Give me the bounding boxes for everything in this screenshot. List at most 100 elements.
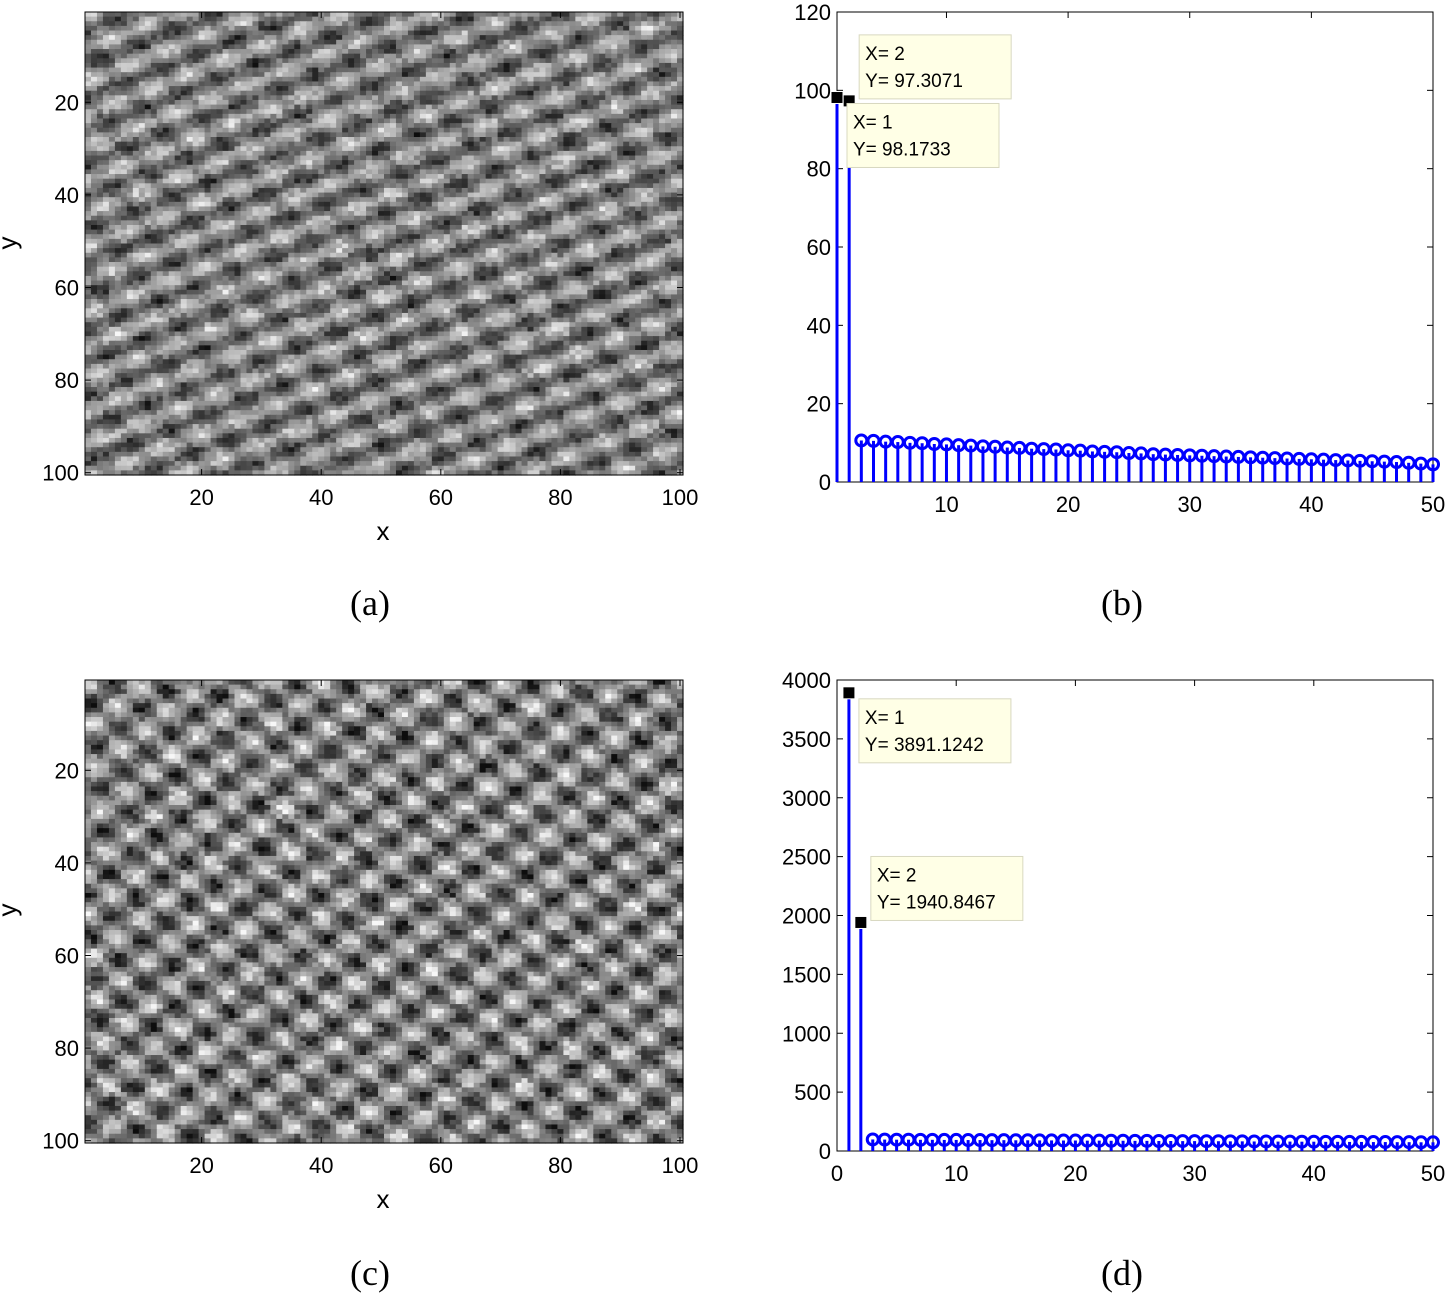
heatmap-cell: [629, 16, 636, 22]
heatmap-cell: [419, 211, 427, 217]
heatmap-cell: [138, 62, 146, 69]
heatmap-cell: [635, 72, 642, 78]
heatmap-cell: [90, 127, 98, 133]
heatmap-cell: [288, 67, 295, 73]
heatmap-cell: [557, 72, 564, 78]
heatmap-cell: [318, 62, 325, 69]
heatmap-cell: [641, 76, 648, 83]
heatmap-cell: [288, 58, 295, 64]
heatmap-cell: [557, 118, 564, 124]
heatmap-cell: [372, 238, 379, 245]
heatmap-cell: [270, 35, 277, 41]
heatmap-cell: [581, 49, 588, 55]
heatmap-cell: [96, 234, 104, 240]
heatmap-cell: [473, 90, 481, 96]
heatmap-cell: [437, 229, 445, 235]
heatmap-cell: [665, 35, 672, 41]
heatmap-cell: [186, 12, 194, 18]
heatmap-cell: [467, 39, 475, 46]
heatmap-cell: [204, 137, 212, 143]
heatmap-cell: [419, 53, 427, 59]
heatmap-cell: [497, 113, 505, 120]
heatmap-cell: [270, 76, 277, 83]
heatmap-cell: [210, 224, 218, 231]
heatmap-cell: [186, 201, 194, 208]
heatmap-cell: [270, 25, 277, 32]
heatmap-cell: [653, 234, 660, 240]
heatmap-cell: [204, 155, 212, 161]
heatmap-cell: [443, 30, 451, 36]
heatmap-cell: [168, 150, 176, 157]
heatmap-cell: [174, 164, 182, 171]
heatmap-cell: [108, 95, 116, 101]
heatmap-cell: [264, 229, 271, 235]
heatmap-cell: [85, 211, 92, 217]
heatmap-cell: [569, 206, 576, 212]
heatmap-cell: [264, 21, 271, 27]
heatmap-cell: [312, 95, 319, 101]
heatmap-cell: [204, 220, 212, 226]
heatmap-cell: [186, 25, 194, 32]
heatmap-cell: [569, 197, 576, 203]
heatmap-cell: [623, 30, 630, 36]
heatmap-cell: [407, 132, 415, 138]
heatmap-cell: [629, 67, 636, 73]
heatmap-cell: [330, 183, 337, 189]
heatmap-cell: [96, 99, 104, 106]
heatmap-cell: [114, 44, 122, 50]
heatmap-cell: [378, 211, 385, 217]
heatmap-cell: [497, 76, 505, 83]
heatmap-cell: [126, 72, 134, 78]
heatmap-cell: [270, 72, 277, 78]
heatmap-cell: [461, 211, 469, 217]
heatmap-cell: [348, 183, 355, 189]
heatmap-cell: [605, 178, 612, 184]
heatmap-cell: [258, 206, 265, 212]
heatmap-cell: [509, 81, 517, 87]
heatmap-cell: [539, 127, 547, 133]
heatmap-cell: [611, 53, 618, 59]
heatmap-cell: [485, 238, 493, 245]
heatmap-cell: [246, 25, 254, 32]
heatmap-cell: [192, 90, 200, 96]
heatmap-cell: [569, 169, 576, 175]
heatmap-cell: [581, 113, 588, 120]
heatmap-cell: [431, 44, 439, 50]
heatmap-cell: [521, 215, 529, 221]
heatmap-cell: [617, 146, 624, 152]
heatmap-cell: [431, 174, 439, 180]
heatmap-cell: [437, 16, 445, 22]
heatmap-cell: [653, 155, 660, 161]
heatmap-cell: [473, 132, 481, 138]
heatmap-cell: [168, 67, 176, 73]
heatmap-cell: [360, 53, 367, 59]
heatmap-cell: [479, 211, 487, 217]
heatmap-cell: [461, 35, 469, 41]
heatmap-cell: [545, 234, 553, 240]
heatmap-cell: [437, 137, 445, 143]
heatmap-cell: [389, 183, 397, 189]
heatmap-cell: [569, 99, 576, 106]
heatmap-cell: [372, 220, 379, 226]
heatmap-cell: [545, 137, 553, 143]
heatmap-cell: [557, 201, 564, 208]
heatmap-cell: [120, 150, 128, 157]
heatmap-cell: [192, 86, 200, 92]
heatmap-cell: [174, 39, 182, 46]
heatmap-cell: [348, 141, 355, 147]
heatmap-cell: [437, 62, 445, 69]
heatmap-cell: [473, 234, 481, 240]
heatmap-cell: [174, 113, 182, 120]
heatmap-cell: [360, 67, 367, 73]
heatmap-cell: [659, 35, 666, 41]
heatmap-cell: [300, 141, 307, 147]
heatmap-cell: [539, 234, 547, 240]
heatmap-cell: [437, 113, 445, 120]
heatmap-cell: [384, 81, 391, 87]
heatmap-cell: [605, 187, 612, 194]
heatmap-cell: [677, 229, 684, 235]
heatmap-cell: [401, 150, 409, 157]
heatmap-cell: [623, 224, 630, 231]
heatmap-cell: [114, 174, 122, 180]
heatmap-cell: [180, 21, 188, 27]
